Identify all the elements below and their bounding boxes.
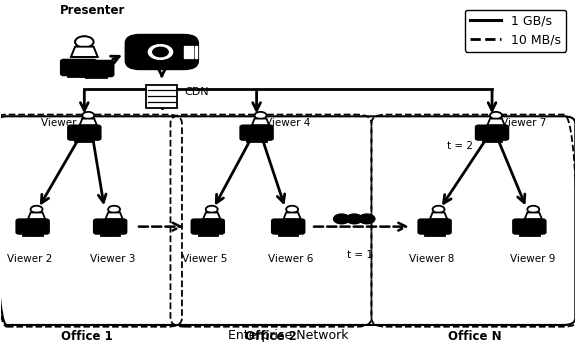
Text: t = 2: t = 2	[448, 141, 473, 151]
Polygon shape	[487, 119, 505, 125]
Circle shape	[433, 206, 445, 213]
Text: Viewer 3: Viewer 3	[90, 254, 136, 264]
Text: Office N: Office N	[448, 330, 502, 343]
Circle shape	[527, 206, 539, 213]
Polygon shape	[203, 212, 221, 219]
Legend: 1 GB/s, 10 MB/s: 1 GB/s, 10 MB/s	[465, 9, 566, 52]
Text: Enterprise Network: Enterprise Network	[228, 329, 348, 342]
Text: Viewer 7: Viewer 7	[501, 118, 546, 128]
Polygon shape	[105, 212, 123, 219]
Text: Viewer 6: Viewer 6	[268, 254, 314, 264]
Circle shape	[82, 112, 94, 119]
Circle shape	[75, 36, 93, 47]
FancyBboxPatch shape	[60, 60, 96, 76]
Text: Office 2: Office 2	[245, 330, 297, 343]
Circle shape	[75, 36, 93, 47]
Polygon shape	[252, 119, 269, 125]
Bar	[184, 46, 186, 58]
Bar	[187, 46, 190, 58]
FancyBboxPatch shape	[163, 40, 180, 48]
FancyBboxPatch shape	[476, 125, 509, 140]
Bar	[195, 46, 197, 58]
FancyBboxPatch shape	[240, 125, 273, 140]
Circle shape	[359, 214, 375, 224]
Circle shape	[149, 45, 173, 60]
Polygon shape	[71, 47, 97, 57]
Circle shape	[490, 112, 502, 119]
Text: Viewer 4: Viewer 4	[265, 118, 310, 128]
Bar	[191, 46, 194, 58]
Polygon shape	[283, 212, 301, 219]
Text: Viewer 5: Viewer 5	[182, 254, 228, 264]
FancyBboxPatch shape	[191, 219, 224, 234]
Bar	[146, 85, 177, 108]
FancyBboxPatch shape	[68, 125, 101, 140]
FancyBboxPatch shape	[513, 219, 546, 234]
Text: Viewer 9: Viewer 9	[510, 254, 555, 264]
Polygon shape	[525, 212, 542, 219]
Polygon shape	[430, 212, 447, 219]
Circle shape	[31, 206, 43, 213]
Circle shape	[206, 206, 218, 213]
Text: t = 1: t = 1	[347, 250, 373, 260]
Circle shape	[346, 214, 362, 224]
Text: Viewer 8: Viewer 8	[409, 254, 454, 264]
FancyBboxPatch shape	[94, 219, 127, 234]
Circle shape	[255, 112, 267, 119]
Circle shape	[286, 206, 298, 213]
Text: Viewer 1: Viewer 1	[41, 118, 86, 128]
FancyBboxPatch shape	[78, 61, 113, 77]
Text: Presenter: Presenter	[60, 4, 126, 17]
Text: Office 1: Office 1	[61, 330, 113, 343]
FancyBboxPatch shape	[418, 219, 451, 234]
Polygon shape	[71, 47, 97, 57]
Circle shape	[108, 206, 120, 213]
Text: CDN: CDN	[185, 87, 210, 97]
FancyBboxPatch shape	[126, 35, 198, 69]
FancyBboxPatch shape	[272, 219, 305, 234]
Polygon shape	[79, 119, 97, 125]
Text: Viewer 2: Viewer 2	[7, 254, 52, 264]
Circle shape	[153, 47, 168, 57]
Polygon shape	[28, 212, 45, 219]
FancyBboxPatch shape	[16, 219, 49, 234]
Circle shape	[334, 214, 350, 224]
